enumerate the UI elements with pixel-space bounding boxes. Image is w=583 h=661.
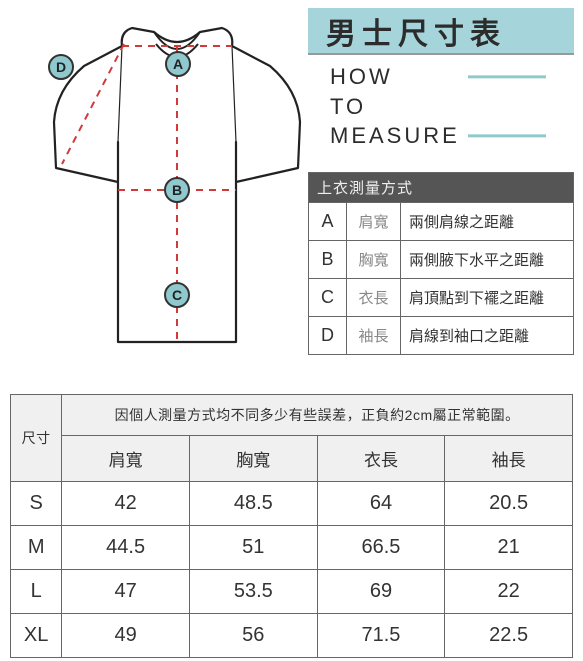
size-cell: 47 — [62, 570, 190, 614]
size-cell: 44.5 — [62, 526, 190, 570]
dash-icon — [468, 75, 546, 78]
title-banner: 男士尺寸表 — [308, 8, 574, 54]
htm-line-1: HOW — [330, 62, 460, 92]
tshirt-diagram: A B C D — [14, 14, 304, 364]
top-section: 男士尺寸表 HOW TO MEASURE 上衣測量方式 A 肩寬 兩側肩線之距離… — [0, 0, 583, 380]
marker-a: A — [165, 51, 191, 77]
marker-b: B — [164, 177, 190, 203]
size-cell: 64 — [317, 482, 445, 526]
dash-icon — [468, 135, 546, 138]
measure-key: A — [309, 203, 347, 240]
size-cell: 53.5 — [189, 570, 317, 614]
title-text: 男士尺寸表 — [326, 9, 506, 53]
size-table-corner: 尺寸 — [11, 395, 62, 482]
measure-name: 袖長 — [347, 317, 401, 354]
measure-desc: 兩側腋下水平之距離 — [401, 241, 573, 278]
size-row: M 44.5 51 66.5 21 — [11, 526, 573, 570]
size-cell: 51 — [189, 526, 317, 570]
size-cell: 20.5 — [445, 482, 573, 526]
size-col-header: 胸寬 — [189, 436, 317, 482]
measure-key: B — [309, 241, 347, 278]
size-col-header: 袖長 — [445, 436, 573, 482]
size-col-header: 衣長 — [317, 436, 445, 482]
measure-desc: 兩側肩線之距離 — [401, 203, 573, 240]
size-label: XL — [11, 614, 62, 658]
measure-name: 衣長 — [347, 279, 401, 316]
size-cell: 71.5 — [317, 614, 445, 658]
size-label: S — [11, 482, 62, 526]
size-label: M — [11, 526, 62, 570]
size-row: L 47 53.5 69 22 — [11, 570, 573, 614]
size-cell: 69 — [317, 570, 445, 614]
measure-guide-table: 上衣測量方式 A 肩寬 兩側肩線之距離 B 胸寬 兩側腋下水平之距離 C 衣長 … — [308, 172, 574, 355]
size-row: S 42 48.5 64 20.5 — [11, 482, 573, 526]
size-label: L — [11, 570, 62, 614]
marker-d: D — [48, 54, 74, 80]
measure-guide-row: C 衣長 肩頂點到下襬之距離 — [309, 278, 573, 316]
marker-c: C — [164, 282, 190, 308]
measure-key: C — [309, 279, 347, 316]
size-table-note: 因個人測量方式均不同多少有些誤差，正負約2cm屬正常範圍。 — [62, 395, 573, 436]
size-cell: 49 — [62, 614, 190, 658]
measure-key: D — [309, 317, 347, 354]
measure-name: 肩寬 — [347, 203, 401, 240]
measure-guide-row: A 肩寬 兩側肩線之距離 — [309, 202, 573, 240]
measure-guide-row: B 胸寬 兩側腋下水平之距離 — [309, 240, 573, 278]
size-row: XL 49 56 71.5 22.5 — [11, 614, 573, 658]
measure-name: 胸寬 — [347, 241, 401, 278]
measure-guide-row: D 袖長 肩線到袖口之距離 — [309, 316, 573, 354]
size-cell: 66.5 — [317, 526, 445, 570]
size-cell: 56 — [189, 614, 317, 658]
size-cell: 22.5 — [445, 614, 573, 658]
size-table: 尺寸 因個人測量方式均不同多少有些誤差，正負約2cm屬正常範圍。 肩寬 胸寬 衣… — [10, 394, 573, 658]
measure-desc: 肩線到袖口之距離 — [401, 317, 573, 354]
how-to-measure: HOW TO MEASURE — [330, 62, 460, 151]
htm-line-3: MEASURE — [330, 121, 460, 151]
measure-guide-header: 上衣測量方式 — [309, 173, 573, 202]
size-cell: 48.5 — [189, 482, 317, 526]
size-table-note-row: 尺寸 因個人測量方式均不同多少有些誤差，正負約2cm屬正常範圍。 — [11, 395, 573, 436]
size-table-header-row: 肩寬 胸寬 衣長 袖長 — [11, 436, 573, 482]
size-cell: 42 — [62, 482, 190, 526]
size-cell: 21 — [445, 526, 573, 570]
htm-line-2: TO — [330, 92, 460, 122]
size-col-header: 肩寬 — [62, 436, 190, 482]
measure-desc: 肩頂點到下襬之距離 — [401, 279, 573, 316]
size-cell: 22 — [445, 570, 573, 614]
